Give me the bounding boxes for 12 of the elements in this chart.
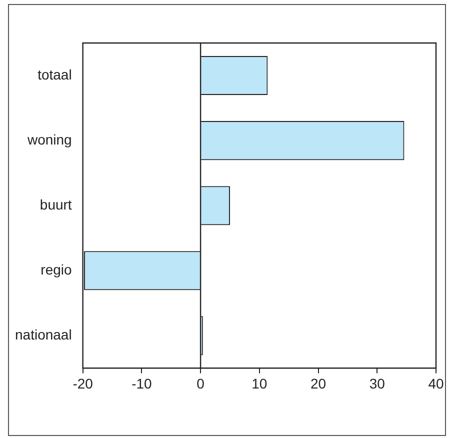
x-tick-label: -20 xyxy=(72,375,94,392)
x-tick-label: 10 xyxy=(252,375,268,392)
y-tick-label: buurt xyxy=(40,196,72,212)
y-tick-label: woning xyxy=(26,131,72,148)
x-tick-label: 0 xyxy=(196,375,205,392)
y-tick-label: nationaal xyxy=(15,326,72,343)
x-tick-label: -10 xyxy=(132,375,152,392)
x-tick-label: 30 xyxy=(369,375,386,392)
x-tick-label: 20 xyxy=(310,375,326,392)
y-tick-label: regio xyxy=(40,262,72,278)
x-tick-label: 40 xyxy=(428,375,444,392)
y-tick-label: totaal xyxy=(38,66,72,82)
